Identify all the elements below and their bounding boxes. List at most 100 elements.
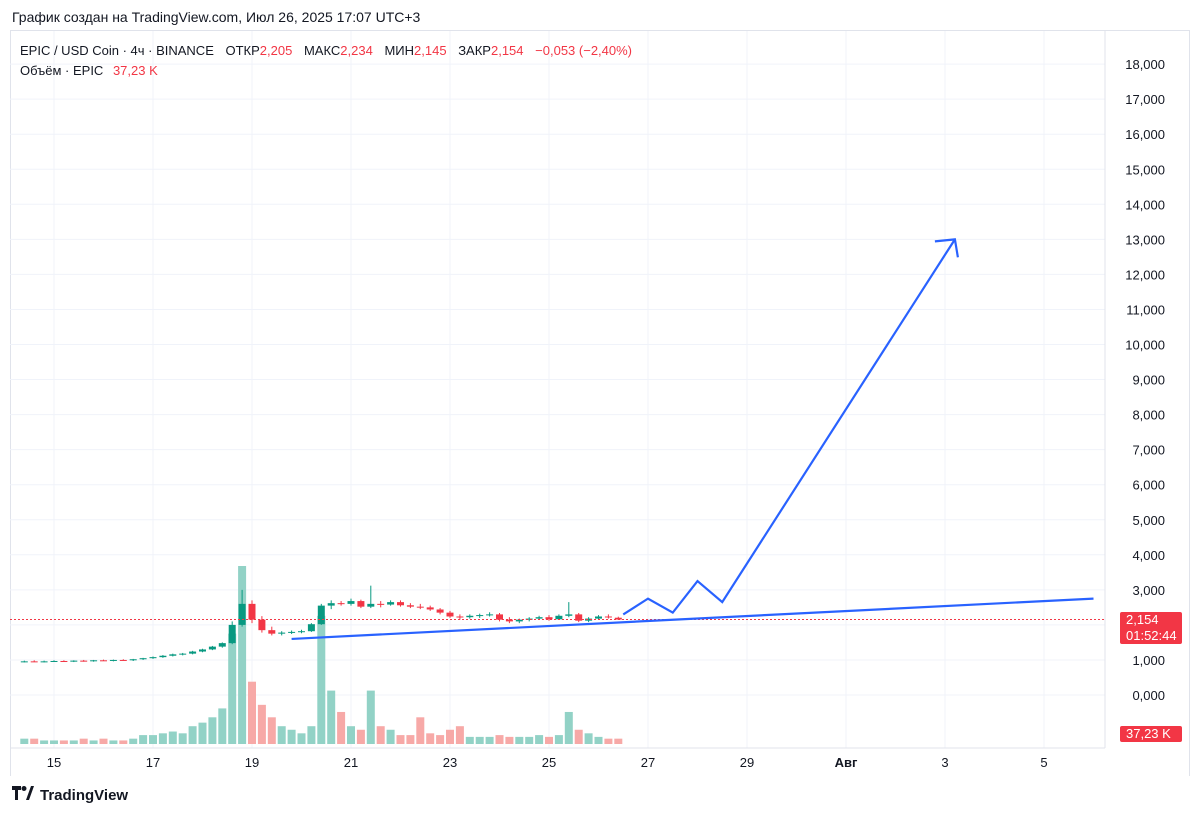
volume-bar [50,740,58,744]
chart-frame [10,30,1190,776]
y-tick-label: 13,000 [1125,232,1165,247]
candle-body [288,631,296,633]
candle-body [446,612,454,617]
symbol-label[interactable]: EPIC / USD Coin · 4ч · BINANCE [20,43,214,58]
volume-bar [455,726,464,744]
y-tick-label: 9,000 [1132,373,1165,388]
candle-body [456,616,464,618]
volume-bar [436,735,445,744]
candle-body [298,631,305,633]
volume-bar [535,735,544,744]
candle-body [169,654,177,656]
volume-bar [218,708,227,744]
volume-bar [574,729,583,744]
y-tick-label: 17,000 [1125,92,1165,107]
volume-value: 37,23 K [112,63,158,78]
volume-bar [465,736,474,744]
candle-body [228,624,236,644]
y-tick-label: 15,000 [1125,162,1165,177]
volume-bar [287,729,296,744]
candle-body [595,616,602,619]
volume-bar [396,735,405,744]
x-tick-label: 3 [941,755,948,770]
x-tick-label: 23 [443,755,457,770]
x-tick-label: Авг [835,755,858,770]
candle-body [426,607,434,610]
volume-bar [604,738,613,744]
volume-bar [426,733,435,744]
candle-body [337,603,345,605]
y-tick-label: 5,000 [1132,513,1165,528]
y-tick-label: 0,000 [1132,688,1165,703]
candle-body [20,661,28,663]
volume-bar [139,735,148,744]
candle-body [545,617,553,620]
volume-bar [267,717,276,744]
candle-body [218,643,226,647]
volume-bar [356,729,365,744]
candle-body [109,659,117,661]
x-tick-label: 29 [740,755,754,770]
candle-body [307,624,315,632]
volume-bar [30,738,39,744]
volume-bar [109,740,118,744]
volume-bar [149,735,157,744]
candle-body [585,618,593,621]
candle-body [367,603,375,607]
candle-body [159,655,167,658]
candle-body [357,601,365,607]
candle-body [377,603,385,605]
volume-bar [99,738,108,744]
volume-bar [545,736,553,744]
arrow-head [934,238,959,258]
volume-label[interactable]: Объём · EPIC [20,63,104,78]
candle-body [535,617,543,619]
candle-body [614,617,622,620]
volume-bar [40,740,49,744]
open-value: 2,205 [259,43,293,58]
forecast-path [622,238,956,616]
candle-body [604,616,612,618]
candle-body [189,651,197,654]
chart-caption: График создан на TradingView.com, Июл 26… [12,9,421,25]
volume-bar [584,733,593,744]
volume-bar [337,711,346,744]
volume-bar [228,633,237,744]
volume-bar [376,726,385,744]
y-tick-label: 16,000 [1125,127,1165,142]
volume-bars [20,566,623,744]
x-tick-label: 15 [47,755,61,770]
candle-body [397,602,404,606]
y-tick-label: 11,000 [1126,302,1165,317]
volume-bar [277,726,286,744]
volume-bar [168,731,177,744]
volume-bar [594,736,603,744]
volume-bar [119,740,128,744]
candle-body [268,630,276,634]
y-tick-label: 12,000 [1125,267,1165,282]
candle-body [317,605,325,625]
candle-body [575,614,583,621]
volume-bar [208,717,217,744]
candle-body [387,602,395,605]
y-tick-label: 4,000 [1132,548,1165,563]
chart-legend: EPIC / USD Coin · 4ч · BINANCE ОТКР2,205… [20,41,632,81]
volume-bar [614,738,623,744]
volume-bar [158,733,167,744]
volume-bar [257,704,266,744]
volume-bar [69,740,78,744]
y-tick-label: 6,000 [1132,478,1165,493]
high-label: МАКС [303,43,341,58]
footer-brand[interactable]: TradingView [12,786,128,804]
candle-body [476,615,484,617]
volume-bar [248,681,256,744]
volume-bar [446,729,454,744]
candle-body [496,614,503,620]
x-tick-label: 21 [344,755,358,770]
candle-body [466,615,474,618]
y-tick-label: 18,000 [1125,57,1165,72]
volume-bar [297,733,306,744]
candle-body [199,649,206,652]
x-tick-label: 19 [245,755,259,770]
